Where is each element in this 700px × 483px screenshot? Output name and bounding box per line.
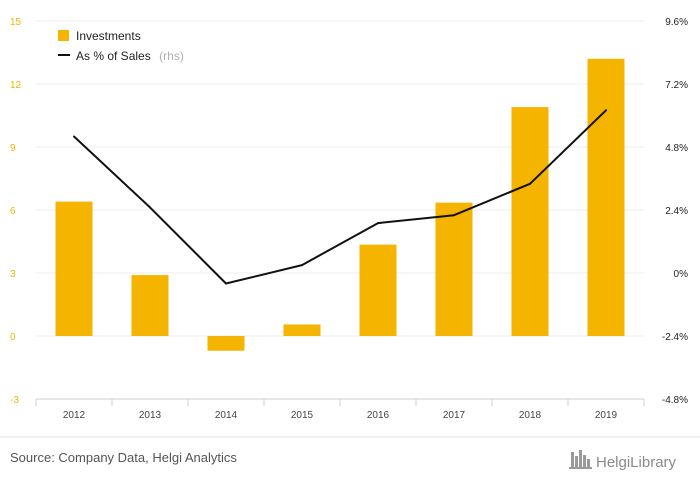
bar-2012: [55, 201, 93, 336]
left-tick-label: 3: [10, 269, 16, 280]
left-axis-ticks: -3 0 3 6 9 12 15: [10, 17, 22, 406]
logo-skyline-icon: [569, 450, 592, 469]
grid-lines: [36, 20, 644, 337]
bar-2018: [511, 107, 549, 336]
right-tick-label: 7.2%: [665, 80, 688, 91]
bar-2014: [207, 336, 245, 351]
right-tick-label: 9.6%: [665, 17, 688, 28]
x-tick-label: 2019: [595, 410, 618, 421]
left-tick-label: 0: [10, 332, 16, 343]
right-tick-label: 2.4%: [665, 206, 688, 217]
x-tick-label: 2014: [215, 410, 238, 421]
sales-pct-point-2015: [301, 264, 303, 267]
sales-pct-point-2016: [377, 222, 379, 225]
x-tick-label: 2017: [443, 410, 466, 421]
right-axis-ticks: -4.8% -2.4% 0% 2.4% 4.8% 7.2% 9.6%: [662, 17, 688, 406]
x-tick-label: 2016: [367, 410, 390, 421]
left-tick-label: 9: [10, 143, 16, 154]
legend-label-sales: As % of Sales (rhs): [76, 47, 184, 64]
x-tick-label: 2015: [291, 410, 314, 421]
right-tick-label: 0%: [674, 269, 689, 280]
bars-investments: [55, 58, 625, 351]
helgi-library-logo: HelgiLibrary: [569, 450, 677, 471]
x-tick-label: 2013: [139, 410, 162, 421]
legend-label-investments: Investments: [76, 29, 141, 43]
left-tick-label: -3: [10, 395, 19, 406]
sales-pct-point-2017: [453, 214, 455, 217]
logo-wordmark: HelgiLibrary: [596, 454, 677, 471]
x-tick-label: 2018: [519, 410, 542, 421]
sales-pct-point-2019: [605, 109, 607, 112]
bar-2015: [283, 324, 321, 336]
left-tick-label: 12: [10, 80, 22, 91]
bar-2017: [435, 202, 473, 336]
legend-label-sales-text: As % of Sales: [76, 49, 151, 63]
left-tick-label: 6: [10, 206, 16, 217]
bar-2019: [587, 58, 625, 337]
sales-pct-point-2012: [73, 135, 75, 138]
sales-pct-line: [73, 109, 607, 285]
sales-pct-point-2013: [149, 206, 151, 209]
bar-2016: [359, 244, 397, 336]
bar-2013: [131, 275, 169, 336]
line-as-pct-of-sales: [73, 109, 607, 285]
legend-label-sales-note: (rhs): [159, 49, 184, 63]
x-axis-ticks: 2012 2013 2014 2015 2016 2017 2018 2019: [63, 410, 618, 421]
legend-swatch-investments: [58, 30, 69, 41]
source-text: Source: Company Data, Helgi Analytics: [10, 450, 237, 465]
x-axis: [35, 398, 645, 406]
right-tick-label: 4.8%: [665, 143, 688, 154]
right-tick-label: -4.8%: [662, 395, 688, 406]
sales-pct-point-2018: [529, 182, 531, 185]
right-tick-label: -2.4%: [662, 332, 688, 343]
legend: Investments As % of Sales (rhs): [58, 29, 184, 64]
left-tick-label: 15: [10, 17, 22, 28]
x-tick-label: 2012: [63, 410, 86, 421]
sales-pct-point-2014: [225, 282, 227, 285]
